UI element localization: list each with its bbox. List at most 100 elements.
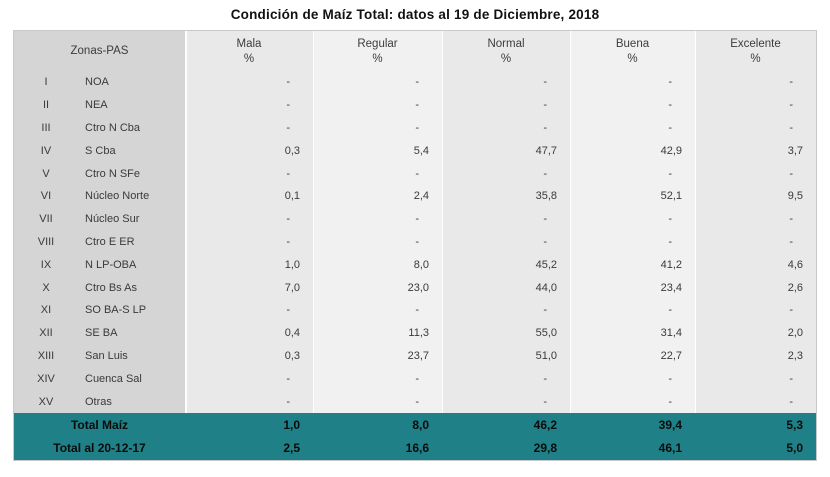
value-cell: - — [442, 93, 570, 117]
zone-numeral: X — [42, 281, 50, 294]
table-row: XIII San Luis 0,3 23,7 51,0 22,7 2,3 — [14, 344, 816, 368]
zone-numeral: I — [44, 76, 48, 89]
total-value-cell: 5,0 — [695, 436, 816, 460]
value-cell: - — [313, 207, 442, 231]
value-cell: 8,0 — [313, 253, 442, 277]
table-row: IV S Cba 0,3 5,4 47,7 42,9 3,7 — [14, 139, 816, 163]
value-cell: - — [442, 298, 570, 322]
total-row: Total al 20-12-17 2,5 16,6 29,8 46,1 5,0 — [14, 436, 816, 460]
total-value-cell: 5,3 — [695, 412, 816, 437]
zone-numeral: V — [42, 167, 50, 180]
value-cell: - — [695, 207, 816, 231]
zone-cell: VII Núcleo Sur — [14, 207, 185, 231]
value-cell: 55,0 — [442, 321, 570, 345]
zone-name: N LP-OBA — [85, 258, 137, 271]
value-cell: - — [570, 367, 695, 391]
value-cell: - — [185, 390, 313, 413]
zones-tbody: I NOA - - - - - II NEA - - - - - III Ctro N Cba - - - - - IV S… — [14, 71, 816, 413]
column-header-regular: Regular % — [313, 31, 442, 71]
table-row: III Ctro N Cba - - - - - — [14, 116, 816, 140]
zone-numeral: XIII — [37, 349, 55, 362]
value-cell: - — [695, 93, 816, 117]
table-row: VIII Ctro E ER - - - - - — [14, 230, 816, 254]
value-cell: 2,3 — [695, 344, 816, 368]
zone-cell: V Ctro N SFe — [14, 162, 185, 185]
zone-numeral: XI — [40, 304, 52, 317]
total-value-cell: 2,5 — [185, 436, 313, 460]
value-cell: - — [185, 116, 313, 140]
value-cell: - — [185, 367, 313, 391]
zone-name: Ctro N SFe — [85, 167, 141, 180]
value-cell: 52,1 — [570, 184, 695, 208]
value-cell: - — [570, 71, 695, 94]
value-cell: 42,9 — [570, 139, 695, 163]
value-cell: 22,7 — [570, 344, 695, 368]
column-unit: % — [627, 52, 638, 65]
table-row: XI SO BA-S LP - - - - - — [14, 298, 816, 322]
zone-numeral: II — [42, 99, 50, 112]
page-title: Condición de Maíz Total: datos al 19 de … — [230, 7, 600, 22]
value-cell: - — [442, 230, 570, 254]
zone-cell: X Ctro Bs As — [14, 276, 185, 299]
value-cell: - — [570, 207, 695, 231]
zone-cell: III Ctro N Cba — [14, 116, 185, 140]
zone-name: San Luis — [85, 349, 128, 362]
zone-numeral: XV — [38, 395, 54, 408]
value-cell: - — [185, 230, 313, 254]
value-cell: - — [185, 71, 313, 94]
zone-numeral: IX — [40, 258, 52, 271]
column-header-zonas: Zonas-PAS — [14, 31, 185, 71]
zone-cell: XV Otras — [14, 390, 185, 413]
value-cell: - — [695, 298, 816, 322]
column-label: Normal — [487, 37, 525, 50]
zone-name: Cuenca Sal — [85, 372, 142, 385]
zone-cell: XIII San Luis — [14, 344, 185, 368]
total-label: Total al 20-12-17 — [14, 436, 185, 460]
value-cell: 0,3 — [185, 344, 313, 368]
column-unit: % — [750, 52, 761, 65]
value-cell: - — [313, 162, 442, 185]
value-cell: - — [570, 116, 695, 140]
value-cell: 23,0 — [313, 276, 442, 299]
column-label: Mala — [236, 37, 262, 50]
condition-table-container: Zonas-PAS Mala % Regular % Normal % Buen… — [13, 30, 817, 461]
value-cell: - — [695, 71, 816, 94]
total-value-cell: 16,6 — [313, 436, 442, 460]
table-row: VII Núcleo Sur - - - - - — [14, 207, 816, 231]
total-row: Total Maíz 1,0 8,0 46,2 39,4 5,3 — [14, 412, 816, 437]
zone-cell: VIII Ctro E ER — [14, 230, 185, 254]
value-cell: 51,0 — [442, 344, 570, 368]
value-cell: - — [313, 116, 442, 140]
zone-name: Ctro E ER — [85, 235, 135, 248]
zone-name: Ctro Bs As — [85, 281, 137, 294]
value-cell: - — [695, 162, 816, 185]
value-cell: - — [570, 162, 695, 185]
column-header-buena: Buena % — [570, 31, 695, 71]
zone-cell: XI SO BA-S LP — [14, 298, 185, 322]
header-row: Zonas-PAS Mala % Regular % Normal % Buen… — [14, 31, 816, 71]
value-cell: - — [442, 116, 570, 140]
value-cell: 3,7 — [695, 139, 816, 163]
column-label: Regular — [357, 37, 398, 50]
column-unit: % — [243, 52, 255, 65]
value-cell: - — [185, 93, 313, 117]
table-row: V Ctro N SFe - - - - - — [14, 162, 816, 185]
value-cell: - — [313, 390, 442, 413]
value-cell: - — [570, 93, 695, 117]
condition-table: Zonas-PAS Mala % Regular % Normal % Buen… — [14, 31, 816, 460]
zone-numeral: VI — [40, 190, 52, 203]
value-cell: - — [313, 230, 442, 254]
table-row: II NEA - - - - - — [14, 93, 816, 117]
value-cell: - — [570, 390, 695, 413]
value-cell: 0,4 — [185, 321, 313, 345]
value-cell: - — [313, 93, 442, 117]
value-cell: - — [442, 367, 570, 391]
value-cell: 31,4 — [570, 321, 695, 345]
zone-name: Núcleo Sur — [85, 213, 140, 226]
value-cell: 0,1 — [185, 184, 313, 208]
value-cell: - — [185, 298, 313, 322]
total-value-cell: 1,0 — [185, 412, 313, 437]
value-cell: 2,0 — [695, 321, 816, 345]
total-label: Total Maíz — [14, 412, 185, 437]
zone-numeral: VIII — [37, 235, 55, 248]
